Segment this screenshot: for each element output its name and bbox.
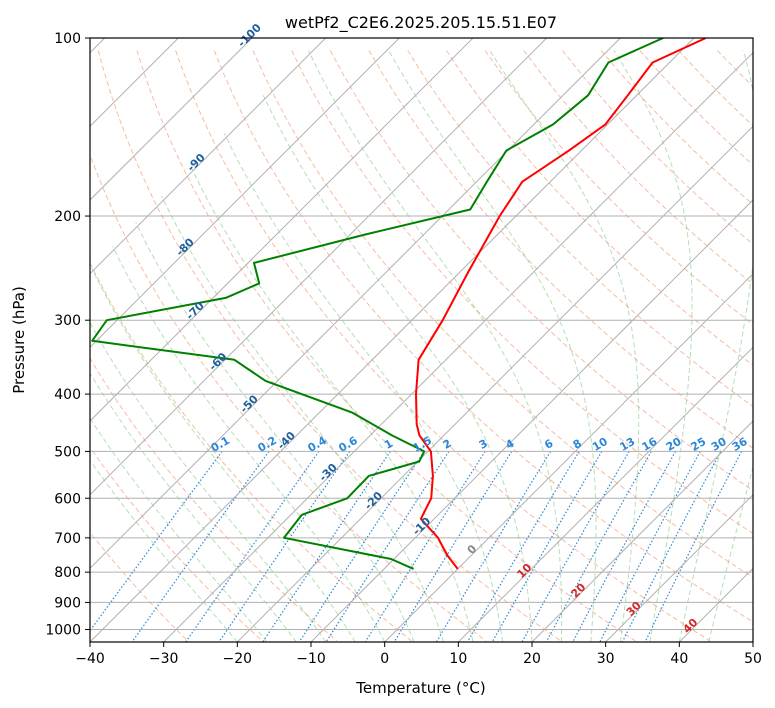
y-tick-label: 500 <box>54 444 81 460</box>
x-tick-label: −40 <box>75 651 105 667</box>
dewpoint-line <box>91 38 664 570</box>
mixing-ratio-line <box>325 451 450 642</box>
mixing-ratio-line <box>364 451 486 642</box>
moist-adiabat <box>161 195 445 642</box>
chart-title: wetPf2_C2E6.2025.205.15.51.E07 <box>285 13 557 33</box>
dry-adiabat <box>252 50 753 578</box>
background-lines <box>90 50 753 642</box>
moist-adiabat <box>262 95 533 642</box>
y-tick-label: 400 <box>54 387 81 403</box>
x-axis: −40 −30 −20 −10 0 10 20 30 40 50 <box>75 642 762 667</box>
dry-adiabat <box>90 531 188 642</box>
grid-lines <box>90 38 753 642</box>
y-tick-label: 100 <box>54 31 81 47</box>
isotherm <box>605 493 753 642</box>
dry-adiabat <box>368 50 753 449</box>
moist-adiabat <box>91 267 356 642</box>
moist-adiabat <box>90 321 327 642</box>
y-tick-label: 1000 <box>45 622 81 638</box>
x-tick-label: 20 <box>523 651 541 667</box>
dry-adiabat <box>213 50 753 623</box>
moist-adiabat <box>388 50 597 642</box>
mixing-ratio-line <box>599 451 701 642</box>
x-tick-label: 50 <box>744 651 762 667</box>
plot-frame <box>89 37 754 643</box>
dry-adiabat <box>407 50 753 408</box>
y-tick-label: 300 <box>54 313 81 329</box>
x-tick-label: 30 <box>597 651 615 667</box>
isotherm <box>163 51 753 642</box>
dry-adiabat <box>97 50 561 642</box>
isotherm <box>236 125 753 642</box>
isotherm <box>384 272 753 642</box>
isotherm <box>90 38 621 570</box>
isotherm <box>531 420 753 642</box>
isotherm <box>90 38 400 349</box>
dry-adiabat <box>329 50 753 492</box>
isotherm <box>90 38 327 275</box>
moist-adiabat <box>190 166 474 642</box>
mixing-ratio-line <box>545 451 652 642</box>
isotherm <box>90 38 253 201</box>
dry-adiabat <box>90 153 487 642</box>
y-tick-label: 900 <box>54 595 81 611</box>
isotherm <box>310 199 753 642</box>
moist-adiabat <box>308 50 563 642</box>
mixing-ratio-line <box>185 451 320 642</box>
moist-adiabat <box>489 50 640 642</box>
mixing-ratio-line <box>521 451 630 642</box>
y-tick-label: 800 <box>54 565 81 581</box>
moist-adiabat <box>112 246 386 642</box>
temperature-line <box>415 38 707 570</box>
y-tick-label: 200 <box>54 209 81 225</box>
dry-adiabat <box>90 357 338 642</box>
mixing-ratio-line <box>218 451 351 642</box>
moist-adiabat <box>613 50 693 642</box>
isotherm <box>90 38 695 642</box>
x-tick-label: 10 <box>449 651 467 667</box>
y-tick-label: 600 <box>54 491 81 507</box>
x-tick-label: 40 <box>670 651 688 667</box>
y-axis-label: Pressure (hPa) <box>10 286 28 394</box>
isotherm <box>90 38 474 422</box>
mixing-ratio-line <box>298 451 425 642</box>
moist-adiabat <box>708 465 753 642</box>
dry-adiabat <box>445 50 753 366</box>
dry-adiabat <box>291 50 753 535</box>
moist-adiabat <box>90 417 268 642</box>
mixing-ratio-line <box>572 451 677 642</box>
moist-adiabat <box>678 50 753 642</box>
mixing-ratio-line <box>621 451 722 642</box>
moist-adiabat <box>90 459 238 642</box>
isotherm <box>90 38 548 496</box>
y-tick-label: 700 <box>54 531 81 547</box>
x-tick-label: −20 <box>223 651 253 667</box>
profile-series <box>91 38 707 570</box>
mixing-ratio-line <box>90 451 223 632</box>
dry-adiabat <box>484 50 753 326</box>
x-axis-label: Temperature (°C) <box>355 679 485 697</box>
isotherm <box>457 346 753 642</box>
mixing-ratio-line <box>466 451 580 642</box>
x-tick-label: −10 <box>296 651 326 667</box>
x-tick-label: 0 <box>380 651 389 667</box>
x-tick-label: −30 <box>149 651 179 667</box>
dry-adiabat <box>90 446 263 642</box>
y-axis: 100 200 300 400 500 600 700 800 900 1000 <box>45 31 90 638</box>
dry-adiabat <box>175 50 711 642</box>
